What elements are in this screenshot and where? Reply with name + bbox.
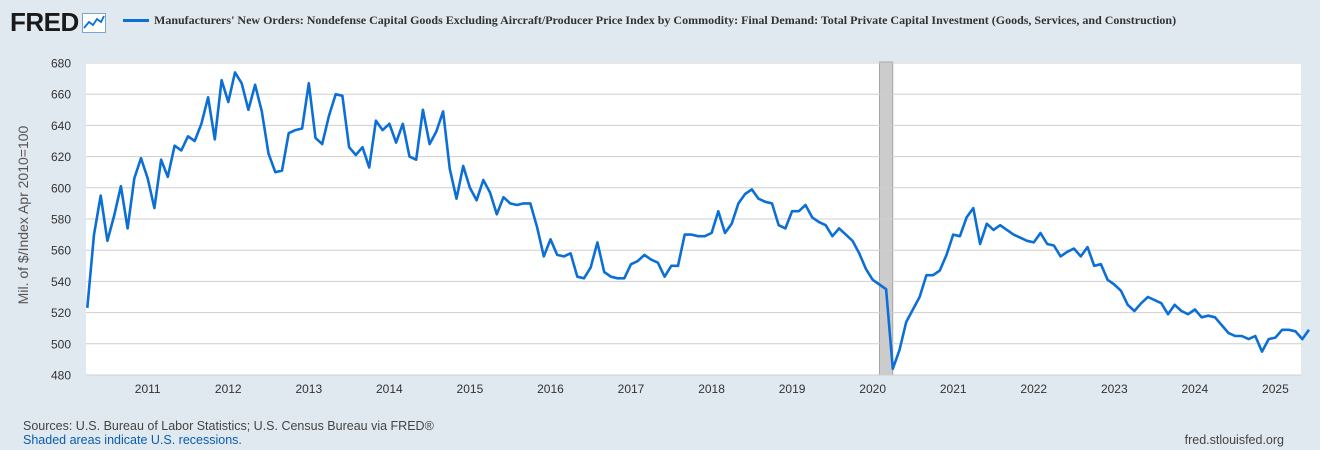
legend-swatch [123,19,149,22]
x-tick-label: 2020 [859,382,886,396]
x-tick-label: 2012 [215,382,242,396]
y-tick-label: 660 [51,88,71,102]
x-tick-label: 2024 [1182,382,1209,396]
y-tick-label: 520 [51,306,71,320]
series-line [86,71,1311,371]
grid-lines [86,62,1301,376]
y-tick-label: 540 [51,275,71,289]
y-tick-label: 600 [51,181,71,195]
y-tick-label: 640 [51,119,71,133]
x-tick-label: 2013 [295,382,322,396]
x-tick-label: 2018 [698,382,725,396]
fred-logo-text: FRED [10,7,79,37]
y-tick-label: 500 [51,337,71,351]
x-tick-label: 2015 [457,382,484,396]
footer-notes: Sources: U.S. Bureau of Labor Statistics… [23,419,434,447]
y-tick-label: 480 [51,369,71,383]
x-tick-label: 2011 [135,382,161,396]
y-tick-label: 560 [51,244,71,258]
y-tick-label: 580 [51,213,71,227]
chart-title: Manufacturers' New Orders: Nondefense Ca… [154,13,1177,27]
x-tick-label: 2021 [940,382,967,396]
x-tick-label: 2017 [618,382,645,396]
site-link[interactable]: fred.stlouisfed.org [1184,433,1284,447]
fred-logo[interactable]: FRED [10,7,106,38]
chart-line-icon [81,12,106,33]
x-tick-label: 2016 [537,382,564,396]
recession-note[interactable]: Shaded areas indicate U.S. recessions. [23,433,242,447]
series-lines [86,71,1311,371]
x-tick-label: 2019 [779,382,806,396]
y-tick-label: 680 [51,57,71,71]
x-tick-label: 2014 [376,382,403,396]
chart-legend: Manufacturers' New Orders: Nondefense Ca… [123,12,1263,29]
x-tick-label: 2022 [1020,382,1047,396]
sources-note: Sources: U.S. Bureau of Labor Statistics… [23,419,434,433]
x-tick-label: 2025 [1262,382,1289,396]
x-axis-ticks: 2011 2012 2013 2014 2015 2016 2017 2018 2019 2020… [135,382,1289,396]
y-axis-ticks: 480 500 520 540 560 580 600 620 640 660 680 [51,57,71,383]
y-tick-label: 620 [51,150,71,164]
y-axis-title: Mil. of $/Index Apr 2010=100 [15,125,31,304]
x-tick-label: 2023 [1101,382,1128,396]
